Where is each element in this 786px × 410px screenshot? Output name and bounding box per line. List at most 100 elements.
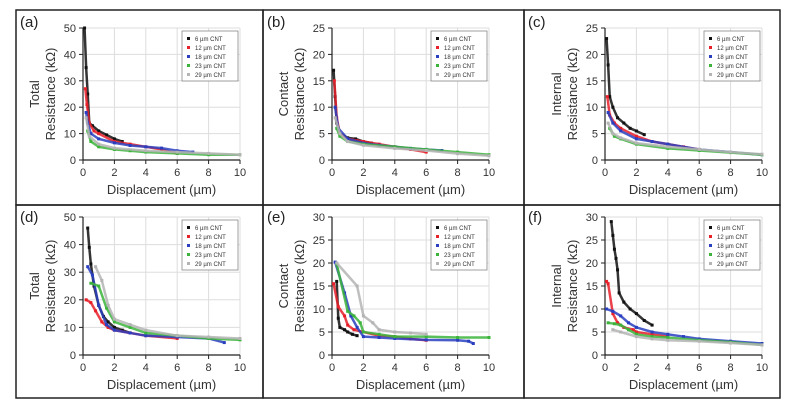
- y-tick-label: 40: [64, 240, 76, 252]
- data-point: [424, 150, 428, 154]
- legend-marker: [187, 235, 190, 238]
- data-point: [611, 233, 615, 237]
- data-point: [333, 105, 337, 109]
- data-point: [377, 332, 381, 336]
- data-point: [634, 137, 638, 141]
- legend-entry: 29 µm CNT: [195, 73, 226, 79]
- data-point: [617, 291, 621, 295]
- data-point: [606, 110, 610, 114]
- data-point: [393, 335, 397, 339]
- y-tick-label: 15: [313, 76, 325, 88]
- data-point: [346, 137, 350, 141]
- legend-box: [430, 30, 488, 82]
- data-point: [332, 282, 336, 286]
- x-tick-label: 8: [206, 167, 212, 179]
- data-point: [346, 309, 350, 313]
- data-point: [343, 314, 347, 318]
- data-point: [97, 137, 101, 141]
- data-point: [87, 134, 91, 138]
- data-point: [120, 140, 124, 144]
- data-point: [333, 116, 337, 120]
- x-tick-label: 10: [483, 362, 495, 374]
- data-point: [144, 328, 148, 332]
- data-point: [175, 334, 179, 338]
- data-point: [352, 314, 356, 318]
- data-point: [611, 309, 615, 313]
- data-point: [612, 134, 616, 138]
- data-point: [614, 256, 618, 260]
- data-point: [90, 124, 94, 128]
- x-tick-label: 10: [756, 362, 768, 374]
- legend-entry: 29 µm CNT: [195, 262, 226, 268]
- data-point: [352, 328, 356, 332]
- legend-marker: [709, 244, 712, 247]
- y-tick-label: 10: [313, 102, 325, 114]
- data-point: [97, 303, 101, 307]
- data-point: [606, 121, 610, 125]
- y-axis-label: Resistance (kΩ): [43, 48, 58, 141]
- data-point: [100, 320, 104, 324]
- data-point: [634, 335, 638, 339]
- legend: 6 µm CNT 12 µm CNT 18 µm CNT 23 µm CNT 29 µm…: [430, 219, 488, 271]
- legend-marker: [709, 226, 712, 229]
- data-point: [631, 328, 635, 332]
- y-tick-label: 10: [64, 129, 76, 141]
- legend-entry: 18 µm CNT: [195, 55, 226, 61]
- legend-marker: [187, 253, 190, 256]
- legend-entry: 6 µm CNT: [717, 37, 745, 43]
- data-point: [682, 335, 685, 339]
- y-axis-label: Resistance (kΩ): [565, 48, 580, 141]
- legend-marker: [709, 46, 712, 49]
- legend-entry: 23 µm CNT: [717, 253, 748, 259]
- data-point: [86, 226, 90, 230]
- y-tick-label: 5: [592, 327, 598, 339]
- y-tick-label: 20: [586, 258, 598, 270]
- data-point: [606, 282, 610, 286]
- legend-marker: [436, 73, 439, 76]
- data-point: [697, 339, 701, 343]
- x-tick-label: 10: [234, 362, 246, 374]
- legend-marker: [187, 262, 190, 265]
- data-point: [106, 320, 110, 324]
- y-axis-label: Resistance (kΩ): [292, 240, 307, 333]
- x-tick-label: 4: [665, 362, 671, 374]
- data-point: [92, 129, 96, 133]
- panel-label: (f): [528, 209, 542, 226]
- legend-entry: 29 µm CNT: [717, 262, 748, 268]
- x-tick-label: 10: [756, 167, 768, 179]
- series-1: [335, 279, 359, 338]
- y-axis-label: Resistance (kΩ): [292, 48, 307, 141]
- data-point: [487, 336, 491, 340]
- data-point: [84, 298, 88, 302]
- x-tick-label: 0: [80, 167, 86, 179]
- y-tick-label: 20: [313, 258, 325, 270]
- data-point: [729, 341, 733, 345]
- data-point: [612, 322, 616, 326]
- data-point: [393, 146, 397, 150]
- x-tick-label: 2: [111, 167, 117, 179]
- legend-entry: 6 µm CNT: [444, 37, 472, 43]
- x-tick-label: 2: [360, 167, 366, 179]
- data-point: [335, 279, 339, 283]
- legend-marker: [436, 64, 439, 67]
- data-point: [89, 281, 93, 285]
- data-point: [616, 321, 620, 325]
- data-point: [424, 148, 428, 152]
- x-axis-label: Displacement (µm): [107, 182, 216, 197]
- x-tick-label: 8: [728, 167, 734, 179]
- chart-panel-c: (c) 0 2 4 6 8 10 0 5 10 15 20 25 Displacement (µm) Int…: [523, 9, 781, 206]
- series-line: [610, 221, 653, 327]
- data-point: [456, 152, 460, 156]
- y-tick-label: 25: [313, 23, 325, 35]
- data-point: [650, 337, 654, 341]
- data-point: [160, 146, 163, 150]
- x-axis-label: Displacement (µm): [107, 377, 216, 392]
- data-point: [128, 323, 132, 327]
- y-tick-label: 0: [70, 155, 76, 167]
- legend-marker: [709, 55, 712, 58]
- data-point: [89, 262, 93, 266]
- data-point: [611, 121, 615, 125]
- data-point: [729, 150, 733, 154]
- legend-entry: 29 µm CNT: [444, 73, 475, 79]
- data-point: [343, 328, 347, 332]
